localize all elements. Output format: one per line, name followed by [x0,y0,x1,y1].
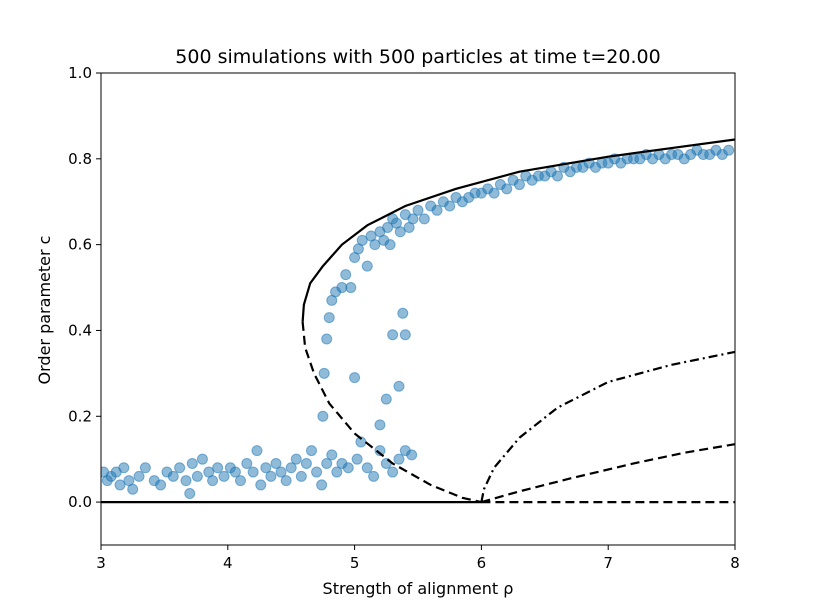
x-tick-label: 4 [223,554,233,572]
scatter-point [361,462,373,474]
scatter-point [133,470,145,482]
scatter-point [255,479,267,491]
scatter-point [174,462,186,474]
x-tick-label: 3 [96,554,106,572]
scatter-point [280,475,292,487]
scatter-point [260,462,272,474]
curve-unstable-branch [301,321,482,504]
x-tick-label: 6 [477,554,487,572]
scatter-point [295,470,307,482]
scatter-point [387,329,399,341]
scatter-point [155,479,167,491]
chart-title: 500 simulations with 500 particles at ti… [175,46,660,68]
scatter-point [374,419,386,431]
y-axis-label: Order parameter c [35,236,54,385]
x-tick-label: 8 [730,554,740,572]
x-tick-label: 7 [603,554,613,572]
scatter-point [399,329,411,341]
scatter-point [444,200,456,212]
curve-stable-branch-upper- [301,138,735,322]
scatter-point [361,260,373,272]
x-axis-label: Strength of alignment ρ [323,579,514,598]
scatter-point [191,470,203,482]
scatter-point [382,221,394,233]
scatter-point [501,183,513,195]
scatter-point [384,239,396,251]
y-tick-label: 0.6 [68,236,92,254]
scatter-point [316,479,328,491]
scatter-point [241,457,253,469]
scatter-point [196,453,208,465]
series-group [101,138,735,504]
scatter-point [167,470,179,482]
scatter-point [356,234,368,246]
scatter-point [247,466,259,478]
scatter-point [321,333,333,345]
scatter-point [270,457,282,469]
scatter-point [180,475,192,487]
scatter-point [513,179,525,191]
scatter-point [488,187,500,199]
scatter-point [394,226,406,238]
scatter-point [300,457,312,469]
scatter-point [118,462,130,474]
scatter-point [723,144,735,156]
scatter-point [234,475,246,487]
scatter-point [431,204,443,216]
scatter-point [290,453,302,465]
y-tick-label: 0.0 [68,493,92,511]
scatter-point [340,269,352,281]
y-tick-label: 1.0 [68,64,92,82]
scatter-point [275,466,287,478]
scatter-point [318,367,330,379]
curve-secondary-branch-dashed- [481,443,735,504]
scatter-point [393,453,405,465]
scatter-point [114,479,126,491]
scatter-point [342,462,354,474]
axis-ticks: 3 4 5 6 7 8 0.0 0.2 0.4 0.6 0.8 1.0 [68,64,740,572]
scatter-point [397,307,409,319]
scatter-point [321,457,333,469]
scatter-point [406,449,418,461]
scatter-point [139,462,151,474]
scatter-point [407,213,419,225]
scatter-point [551,170,563,182]
scatter-point [331,466,343,478]
scatter-point [380,393,392,405]
scatter-point [251,445,263,457]
scatter-point [368,470,380,482]
scatter-point [326,449,338,461]
y-tick-label: 0.8 [68,150,92,168]
scatter-point [311,466,323,478]
curve-secondary-branch-dash-dot- [480,350,735,503]
scatter-point [212,462,224,474]
scatter-point [369,239,381,251]
scatter-point [349,372,361,384]
scatter-point [207,475,219,487]
scatter-point [317,410,329,422]
axes-frame [100,72,736,546]
scatter-point [393,380,405,392]
plot-area [101,138,735,504]
scatter-point [229,466,241,478]
scatter-point [186,457,198,469]
scatter-point [351,453,363,465]
scatter-point [412,204,424,216]
scatter-point [127,483,139,495]
y-tick-label: 0.2 [68,407,92,425]
scatter-point [285,462,297,474]
scatter-point [387,466,399,478]
y-tick-label: 0.4 [68,321,92,339]
scatter-point [184,488,196,500]
scatter-point [265,470,277,482]
scatter-point [218,470,230,482]
x-tick-label: 5 [350,554,360,572]
scatter-point [323,312,335,324]
scatter-point [345,282,357,294]
scatter-point [305,445,317,457]
scatter-point [418,213,430,225]
scatter-point [374,445,386,457]
